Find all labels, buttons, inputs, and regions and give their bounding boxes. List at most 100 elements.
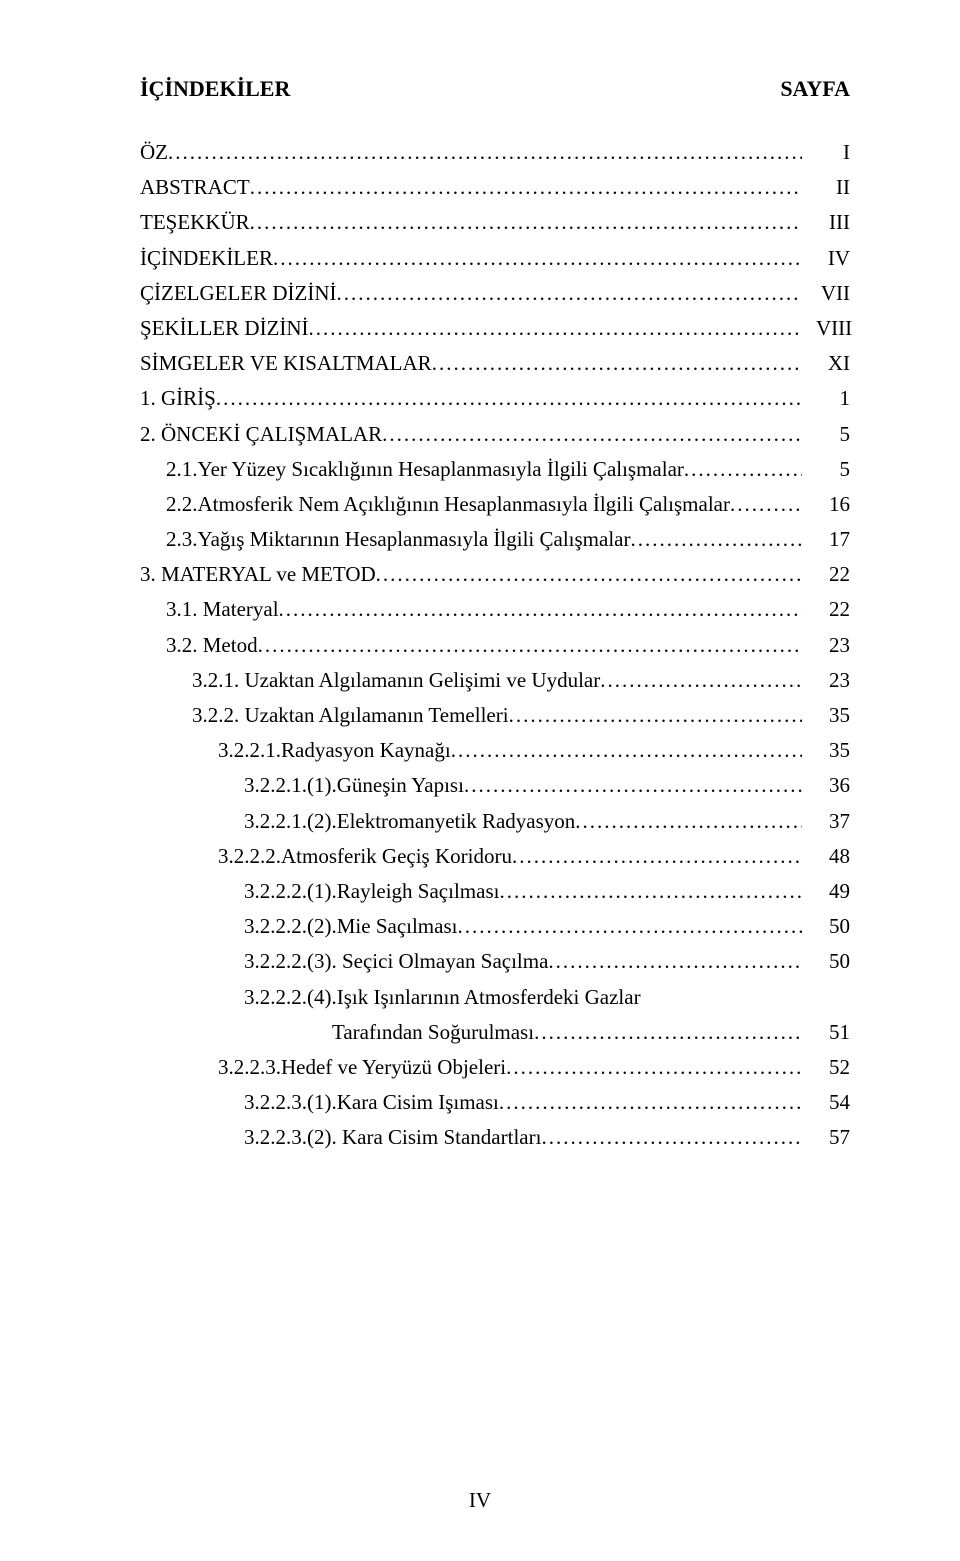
toc-leader-dots (250, 177, 802, 198)
toc-entry: 3.2.2.3.Hedef ve Yeryüzü Objeleri 52 (140, 1057, 850, 1078)
toc-entry-label: 3.2.2.2.(3). Seçici Olmayan Saçılma (244, 951, 548, 972)
toc-entry-label: 1. GİRİŞ (140, 388, 216, 409)
toc-entry: 3.2.2.2.(4).Işık Işınlarının Atmosferdek… (140, 987, 850, 1008)
toc-entry-label: 3.2.1. Uzaktan Algılamanın Gelişimi ve U… (192, 670, 600, 691)
toc-leader-dots (382, 424, 802, 445)
toc-leader-dots (279, 599, 802, 620)
toc-entry-page: 37 (802, 811, 850, 832)
toc-entry-page: 50 (802, 916, 850, 937)
toc-entry: 3.2.1. Uzaktan Algılamanın Gelişimi ve U… (140, 670, 850, 691)
toc-leader-dots (541, 1127, 802, 1148)
toc-leader-dots (600, 670, 802, 691)
toc-entry: SİMGELER VE KISALTMALAR XI (140, 353, 850, 374)
toc-entry: İÇİNDEKİLERIV (140, 248, 850, 269)
toc-entry-page: 5 (802, 424, 850, 445)
toc-entry-label: 2. ÖNCEKİ ÇALIŞMALAR (140, 424, 382, 445)
toc-entry-continuation: Tarafından Soğurulması 51 (140, 1022, 850, 1043)
toc-leader-dots (684, 459, 802, 480)
toc-entry-page: II (802, 177, 850, 198)
toc-entry-page: 52 (802, 1057, 850, 1078)
toc-leader-dots (730, 494, 802, 515)
toc-leader-dots (499, 881, 802, 902)
toc-entry: 1. GİRİŞ1 (140, 388, 850, 409)
toc-entry-page: 50 (802, 951, 850, 972)
toc-entry-label: 3.2.2.2.Atmosferik Geçiş Koridoru (218, 846, 512, 867)
toc-entry-page: 35 (802, 705, 850, 726)
toc-entry: 3.2.2.3.(1).Kara Cisim Işıması54 (140, 1092, 850, 1113)
toc-entry-label: ÖZ (140, 142, 168, 163)
toc-entry: 2.2.Atmosferik Nem Açıklığının Hesaplanm… (140, 494, 850, 515)
toc-leader-dots (258, 635, 802, 656)
toc-entry: 2.3.Yağış Miktarının Hesaplanmasıyla İlg… (140, 529, 850, 550)
toc-entry: 3.2.2.2.(2).Mie Saçılması 50 (140, 916, 850, 937)
toc-entry-label: 2.3.Yağış Miktarının Hesaplanmasıyla İlg… (166, 529, 630, 550)
toc-entry-label: 3.2.2.1.(1).Güneşin Yapısı (244, 775, 464, 796)
toc-entry: 2.1.Yer Yüzey Sıcaklığının Hesaplanmasıy… (140, 459, 850, 480)
toc-entry-label: 3.2.2.3.Hedef ve Yeryüzü Objeleri (218, 1057, 506, 1078)
toc-entry-page: I (802, 142, 850, 163)
toc-leader-dots (630, 529, 802, 550)
toc-leader-dots (512, 846, 802, 867)
toc-entry-label: ÇİZELGELER DİZİNİ (140, 283, 337, 304)
toc-body: ÖZ I ABSTRACT II TEŞEKKÜRIII İÇİNDEKİLERIV ÇİZ… (140, 142, 850, 1148)
toc-entry: 3.2.2.2.(1).Rayleigh Saçılması 49 (140, 881, 850, 902)
toc-leader-dots (451, 740, 802, 761)
toc-entry-label: ABSTRACT (140, 177, 250, 198)
toc-entry-page: 35 (802, 740, 850, 761)
toc-leader-dots (506, 1057, 802, 1078)
toc-entry: TEŞEKKÜRIII (140, 212, 850, 233)
toc-entry-page: 49 (802, 881, 850, 902)
toc-leader-dots (432, 353, 802, 374)
toc-leader-dots (216, 388, 802, 409)
toc-leader-dots (168, 142, 802, 163)
toc-entry-label: 3.2.2. Uzaktan Algılamanın Temelleri (192, 705, 509, 726)
toc-entry: 3.2.2.1.(2).Elektromanyetik Radyasyon 37 (140, 811, 850, 832)
toc-entry-page: 5 (802, 459, 850, 480)
toc-entry: 3. MATERYAL ve METOD 22 (140, 564, 850, 585)
page: İÇİNDEKİLER SAYFA ÖZIABSTRACTIITEŞEKKÜRI… (0, 0, 960, 1561)
toc-entry-page: XI (802, 353, 850, 374)
toc-entry: 3.2.2.2.Atmosferik Geçiş Koridoru48 (140, 846, 850, 867)
toc-entry: 3.2.2.1.(1).Güneşin Yapısı 36 (140, 775, 850, 796)
toc-entry-page: 22 (802, 564, 850, 585)
toc-leader-dots (534, 1022, 802, 1043)
toc-leader-dots (548, 951, 802, 972)
toc-leader-dots (509, 705, 802, 726)
toc-entry-page: 16 (802, 494, 850, 515)
toc-entry-page: 36 (802, 775, 850, 796)
toc-entry-label: 3.2.2.2.(4).Işık Işınlarının Atmosferdek… (244, 987, 641, 1008)
toc-leader-dots (273, 248, 802, 269)
toc-header-right: SAYFA (780, 76, 850, 102)
toc-leader-dots (464, 775, 802, 796)
toc-entry-page: 22 (802, 599, 850, 620)
toc-entry-page: IV (802, 248, 850, 269)
toc-entry-label: SİMGELER VE KISALTMALAR (140, 353, 432, 374)
toc-leader-dots (376, 564, 802, 585)
toc-entry: ABSTRACT II (140, 177, 850, 198)
toc-leader-dots (457, 916, 802, 937)
toc-entry-label: 3. MATERYAL ve METOD (140, 564, 376, 585)
toc-entry-label: TEŞEKKÜR (140, 212, 250, 233)
toc-entry-page: 57 (802, 1127, 850, 1148)
toc-entry-label: 3.2.2.3.(1).Kara Cisim Işıması (244, 1092, 499, 1113)
toc-entry-page: VII (802, 283, 850, 304)
toc-entry-label: 3.2.2.2.(1).Rayleigh Saçılması (244, 881, 499, 902)
toc-entry-label: 2.1.Yer Yüzey Sıcaklığının Hesaplanmasıy… (166, 459, 684, 480)
toc-entry-label: 3.2.2.2.(2).Mie Saçılması (244, 916, 457, 937)
toc-entry: 2. ÖNCEKİ ÇALIŞMALAR 5 (140, 424, 850, 445)
toc-entry: 3.2.2. Uzaktan Algılamanın Temelleri 35 (140, 705, 850, 726)
toc-entry-page: VIII (802, 318, 850, 339)
toc-leader-dots (499, 1092, 802, 1113)
toc-entry-label: 3.2. Metod (166, 635, 258, 656)
toc-entry-label: 3.2.2.1.(2).Elektromanyetik Radyasyon (244, 811, 575, 832)
toc-entry-page: 23 (802, 635, 850, 656)
toc-leader-dots (250, 212, 802, 233)
toc-entry: ÖZ I (140, 142, 850, 163)
toc-entry-label: ŞEKİLLER DİZİNİ (140, 318, 309, 339)
toc-entry: 3.2.2.2.(3). Seçici Olmayan Saçılma 50 (140, 951, 850, 972)
toc-entry-page: 51 (802, 1022, 850, 1043)
toc-entry-page: 23 (802, 670, 850, 691)
toc-header: İÇİNDEKİLER SAYFA (140, 76, 850, 102)
toc-entry-label: 3.2.2.1.Radyasyon Kaynağı (218, 740, 451, 761)
toc-entry-label: Tarafından Soğurulması (332, 1022, 534, 1043)
